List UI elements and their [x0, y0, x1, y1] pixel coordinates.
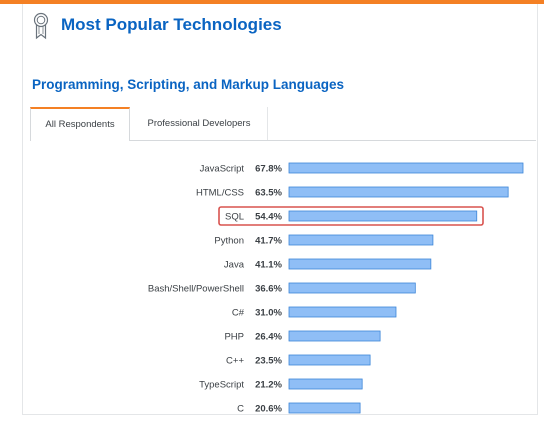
category-label-java: Java	[224, 260, 245, 271]
category-label-php: PHP	[224, 332, 244, 343]
category-label-c: C	[237, 404, 244, 415]
category-label-sql: SQL	[225, 212, 244, 223]
value-label-c: 31.0%	[255, 308, 282, 319]
value-label-html-css: 63.5%	[255, 188, 282, 199]
value-label-python: 41.7%	[255, 236, 282, 247]
category-label-c: C++	[226, 356, 244, 367]
bar-python	[288, 234, 434, 246]
bar-c	[288, 354, 371, 366]
value-label-c: 23.5%	[255, 356, 282, 367]
section-title: Programming, Scripting, and Markup Langu…	[32, 77, 345, 92]
bar-c	[288, 306, 397, 318]
category-label-typescript: TypeScript	[199, 380, 244, 391]
bar-sql	[288, 210, 478, 222]
bar-javascript	[288, 162, 524, 174]
survey-card	[22, 4, 538, 415]
award-badge-icon	[33, 12, 49, 40]
category-label-html-css: HTML/CSS	[196, 188, 244, 199]
tab-professional-developers[interactable]: Professional Developers	[131, 107, 268, 140]
bar-html-css	[288, 186, 509, 198]
value-label-bash-shell-powershell: 36.6%	[255, 284, 282, 295]
value-label-javascript: 67.8%	[255, 164, 282, 175]
top-accent-stripe	[0, 0, 544, 4]
category-label-bash-shell-powershell: Bash/Shell/PowerShell	[148, 284, 244, 295]
bar-php	[288, 330, 381, 342]
tab-all-respondents[interactable]: All Respondents	[30, 107, 130, 141]
page-title: Most Popular Technologies	[61, 15, 282, 34]
value-label-sql: 54.4%	[255, 212, 282, 223]
category-label-javascript: JavaScript	[200, 164, 245, 175]
bar-typescript	[288, 378, 363, 390]
tabs-divider	[30, 140, 536, 141]
bar-c	[288, 402, 361, 414]
value-label-php: 26.4%	[255, 332, 282, 343]
value-label-java: 41.1%	[255, 260, 282, 271]
bar-bash-shell-powershell	[288, 282, 416, 294]
value-label-c: 20.6%	[255, 404, 282, 415]
value-label-typescript: 21.2%	[255, 380, 282, 391]
category-label-c: C#	[232, 308, 245, 319]
bar-java	[288, 258, 432, 270]
category-label-python: Python	[214, 236, 244, 247]
highlight-box-sql	[218, 206, 484, 226]
